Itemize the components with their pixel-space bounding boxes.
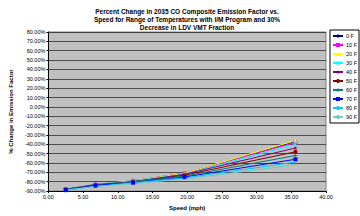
svg-text:60.00%: 60.00% bbox=[27, 48, 46, 54]
svg-text:0.00: 0.00 bbox=[43, 194, 54, 200]
svg-text:30.00%: 30.00% bbox=[27, 76, 46, 82]
svg-text:40.00%: 40.00% bbox=[27, 66, 46, 72]
svg-text:40 F: 40 F bbox=[346, 69, 358, 75]
svg-text:40.00: 40.00 bbox=[319, 194, 333, 200]
svg-text:10.00: 10.00 bbox=[111, 194, 125, 200]
svg-text:-20.00%: -20.00% bbox=[25, 123, 46, 129]
svg-text:35.00: 35.00 bbox=[284, 194, 298, 200]
svg-text:90 F: 90 F bbox=[346, 114, 358, 120]
svg-text:20 F: 20 F bbox=[346, 51, 358, 57]
svg-text:0.00%: 0.00% bbox=[30, 104, 46, 110]
svg-text:25.00: 25.00 bbox=[215, 194, 229, 200]
svg-text:-10.00%: -10.00% bbox=[25, 113, 46, 119]
svg-text:-80.00%: -80.00% bbox=[25, 179, 46, 185]
svg-text:10.00%: 10.00% bbox=[27, 95, 46, 101]
svg-text:-40.00%: -40.00% bbox=[25, 141, 46, 147]
svg-text:15.00: 15.00 bbox=[146, 194, 160, 200]
svg-text:-50.00%: -50.00% bbox=[25, 151, 46, 157]
svg-text:50.00%: 50.00% bbox=[27, 57, 46, 63]
svg-text:-90.00%: -90.00% bbox=[24, 188, 46, 195]
svg-text:20.00: 20.00 bbox=[180, 194, 194, 200]
svg-text:60 F: 60 F bbox=[346, 87, 358, 93]
svg-text:Percent Change in 2035 CO Comp: Percent Change in 2035 CO Composite Emis… bbox=[95, 8, 279, 16]
svg-text:50 F: 50 F bbox=[346, 78, 358, 84]
svg-text:-60.00%: -60.00% bbox=[25, 160, 46, 166]
svg-text:Decrease in LDV VMT Fraction: Decrease in LDV VMT Fraction bbox=[140, 24, 234, 31]
svg-text:10 F: 10 F bbox=[346, 42, 358, 48]
svg-text:30 F: 30 F bbox=[346, 60, 358, 66]
svg-text:-30.00%: -30.00% bbox=[25, 132, 46, 138]
svg-text:70.00%: 70.00% bbox=[27, 38, 46, 44]
svg-text:% Change in Emission Factor: % Change in Emission Factor bbox=[8, 69, 14, 154]
svg-text:Speed for Range of Temperature: Speed for Range of Temperatures with I/M… bbox=[94, 16, 280, 24]
svg-text:70 F: 70 F bbox=[346, 96, 358, 102]
svg-text:Speed (mph): Speed (mph) bbox=[169, 205, 205, 211]
svg-text:80.00%: 80.00% bbox=[27, 29, 46, 35]
svg-text:20.00%: 20.00% bbox=[27, 85, 46, 91]
svg-text:80 F: 80 F bbox=[346, 105, 358, 111]
svg-text:5.00: 5.00 bbox=[78, 194, 89, 200]
svg-text:0 F: 0 F bbox=[346, 33, 355, 39]
svg-text:-70.00%: -70.00% bbox=[25, 169, 46, 175]
svg-text:30.00: 30.00 bbox=[250, 194, 264, 200]
